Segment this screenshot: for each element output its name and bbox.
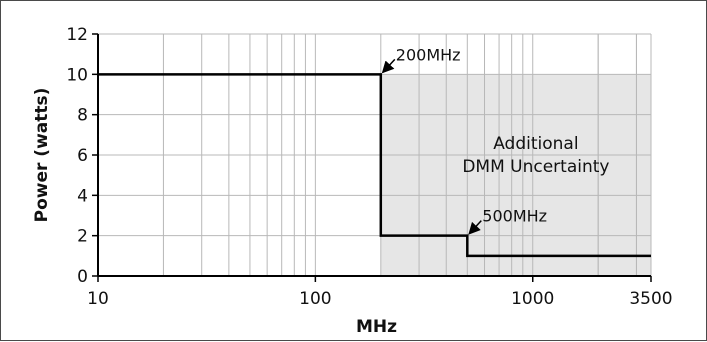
x-tick-label: 10 [87,289,109,309]
x-tick-label: 1000 [511,289,554,309]
y-tick-label: 8 [77,106,88,126]
y-tick-label: 12 [66,25,88,45]
series-layer [98,73,651,258]
y-tick-label: 6 [77,146,88,166]
text-layer: 0 2 4 6 8 10 12 10 100 1000 3500 MHz Power (watts) Ad… [32,25,673,337]
annotation-label: 200MHz [396,45,461,64]
annotation-arrow [381,58,396,74]
y-tick-label: 0 [77,267,88,287]
power-limit-line [98,73,651,258]
x-tick-label: 100 [299,289,331,309]
x-tick-label: 3500 [629,289,672,309]
annotation-label: 500MHz [482,207,547,226]
y-tick-label: 4 [77,186,88,206]
shade-layer [380,74,651,276]
shaded-region-label-line2: DMM Uncertainty [462,157,609,177]
y-tick-label: 10 [66,65,88,85]
y-tick-label: 2 [77,227,88,247]
shaded-region-label-line1: Additional [493,134,578,154]
x-axis-title: MHz [356,317,397,337]
y-axis-title: Power (watts) [32,88,52,223]
annotation-arrow [468,220,482,235]
shaded-uncertainty-region [380,74,651,276]
